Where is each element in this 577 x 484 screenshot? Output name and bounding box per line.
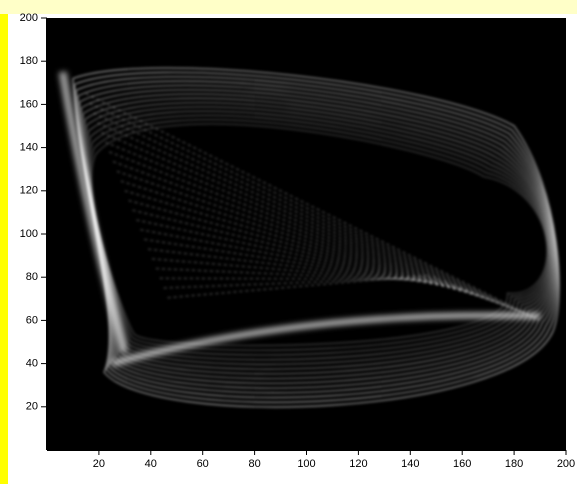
x-tick-label: 120 [349, 458, 367, 470]
y-tick-label: 180 [20, 55, 38, 67]
image-area [47, 18, 566, 450]
x-tick-label: 80 [248, 458, 260, 470]
y-tick-label: 80 [26, 271, 38, 283]
y-tick-label: 100 [20, 228, 38, 240]
y-tick-label: 20 [26, 401, 38, 413]
y-tick-label: 160 [20, 98, 38, 110]
x-tick-label: 180 [505, 458, 523, 470]
x-tick-label: 140 [401, 458, 419, 470]
plot: 20 40 60 80 100 120 140 160 180 200 20 40 60 80 100 120… [20, 12, 576, 470]
x-tick-label: 40 [145, 458, 157, 470]
x-tick-label: 160 [453, 458, 471, 470]
screenshot: 20 40 60 80 100 120 140 160 180 200 20 40 60 80 100 120… [0, 0, 577, 484]
x-tick-label: 100 [297, 458, 315, 470]
x-tick-label: 20 [93, 458, 105, 470]
y-tick-label: 60 [26, 314, 38, 326]
y-tick-label: 140 [20, 142, 38, 154]
x-tick-label: 200 [557, 458, 575, 470]
y-tick-label: 40 [26, 358, 38, 370]
left-bar [0, 14, 8, 484]
y-tick-label: 200 [20, 12, 38, 24]
x-tick-label: 60 [197, 458, 209, 470]
y-tick-label: 120 [20, 185, 38, 197]
